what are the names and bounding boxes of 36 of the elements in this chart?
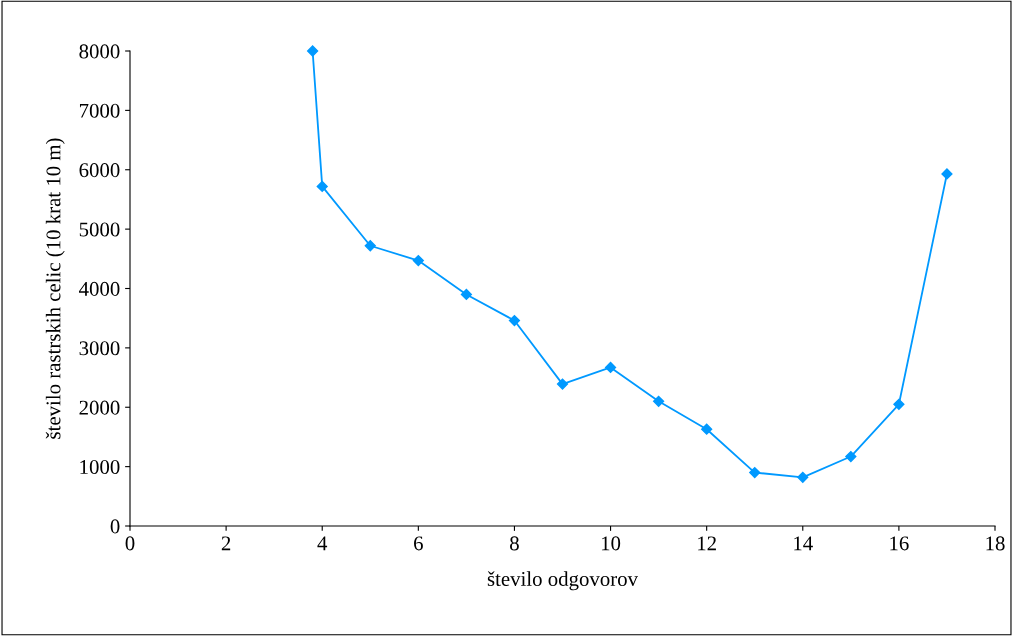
y-tick-label: 6000 — [79, 163, 120, 178]
point — [307, 45, 319, 57]
point — [653, 395, 665, 407]
x-axis-title: število odgovorov — [487, 571, 639, 591]
y-tick-label: 2000 — [79, 400, 120, 415]
point — [893, 398, 905, 410]
y-tick-label: 8000 — [79, 44, 120, 59]
point — [364, 240, 376, 252]
point — [412, 254, 424, 267]
point — [508, 314, 521, 327]
point — [797, 471, 809, 483]
y-tick-label: 1000 — [80, 460, 120, 475]
x-tick-label: 12 — [698, 536, 716, 551]
x-tick-label: 0 — [125, 536, 135, 551]
x-tick-label: 2 — [221, 536, 231, 551]
point — [460, 288, 472, 301]
point — [701, 423, 713, 435]
point — [316, 180, 328, 192]
y-axis-title: število rastrskih celic (10 krat 10 m) — [45, 138, 65, 439]
x-tick-label: 4 — [317, 536, 328, 551]
point — [604, 361, 617, 374]
y-tick-label: 5000 — [79, 222, 120, 237]
x-tick-label: 18 — [986, 536, 1005, 551]
x-tick-label: 6 — [414, 536, 423, 551]
x-tick-label: 10 — [601, 536, 621, 551]
y-tick-label: 0 — [110, 519, 120, 534]
point — [941, 168, 953, 180]
x-tick-label: 14 — [794, 536, 813, 551]
point — [845, 450, 857, 463]
y-tick-label: 3000 — [79, 341, 120, 356]
point — [556, 378, 569, 390]
point — [749, 466, 761, 479]
y-tick-label: 7000 — [79, 103, 120, 118]
x-tick-label: 8 — [510, 536, 519, 551]
x-tick-label: 16 — [890, 536, 909, 551]
y-tick-label: 4000 — [79, 281, 120, 296]
